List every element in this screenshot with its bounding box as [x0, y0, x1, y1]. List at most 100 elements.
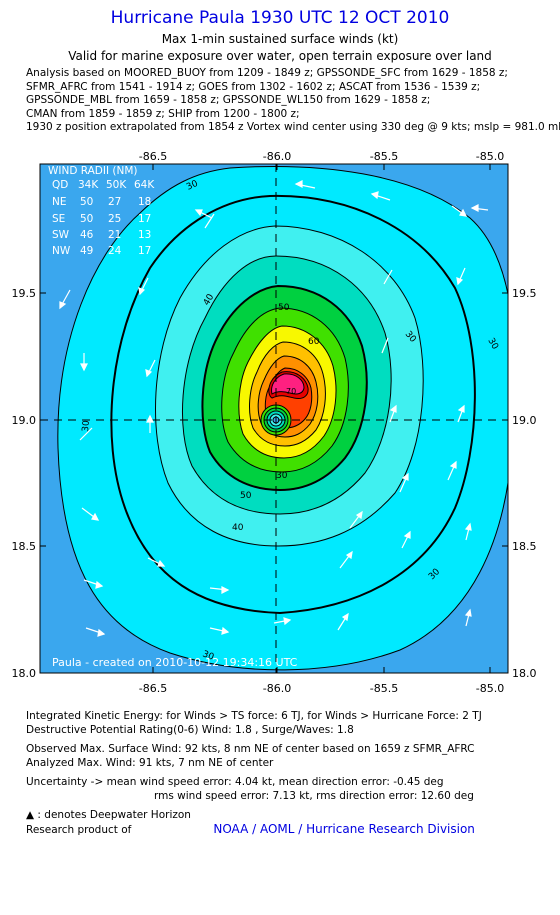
footer-info: Integrated Kinetic Energy: for Winds > T…	[26, 710, 482, 837]
wind-arrow	[447, 460, 457, 481]
dpr-line: Destructive Potential Rating(0-6) Wind: …	[26, 723, 354, 736]
deepwater-legend: ▲ : denotes Deepwater Horizon	[26, 809, 482, 823]
oil-rig-icon: ▲	[26, 809, 35, 821]
noaa-link[interactable]: NOAA / AOML / Hurricane Research Divisio…	[213, 821, 475, 836]
research-label: Research product of	[26, 823, 132, 836]
analysis-line: CMAN from 1859 - 1859 z; SHIP from 1200 …	[26, 107, 300, 120]
map-credit: Paula - created on 2010-10-12 19:34:16 U…	[52, 656, 298, 669]
wind-radii-header: 34K	[78, 179, 99, 191]
wind-arrow	[470, 204, 489, 212]
wind-vectors	[59, 180, 489, 637]
wind-arrow	[194, 209, 213, 219]
lon-tick-top: -86.5	[139, 150, 167, 163]
lat-tick-left: 19.0	[12, 414, 37, 427]
lon-tick-top: -86.0	[263, 150, 291, 163]
analysis-line: Analysis based on MOORED_BUOY from 1209 …	[26, 67, 508, 79]
analysis-line: SFMR_AFRC from 1541 - 1914 z; GOES from …	[26, 80, 481, 93]
wind-radii-cell: 50	[80, 196, 93, 208]
wind-arrow	[138, 277, 149, 296]
wind-arrow	[457, 404, 465, 423]
wind-arrow	[146, 414, 154, 433]
lat-tick-right: 18.0	[512, 667, 537, 680]
wind-arrow	[85, 627, 106, 637]
analysis-sources: Analysis based on MOORED_BUOY from 1209 …	[26, 67, 560, 135]
wind-arrow	[464, 608, 472, 627]
ike-line: Integrated Kinetic Energy: for Winds > T…	[26, 710, 482, 722]
lat-tick-right: 19.0	[512, 414, 537, 427]
wind-radii-cell: 50	[80, 213, 93, 225]
lat-tick-right: 18.5	[512, 540, 537, 553]
deepwater-label: : denotes Deepwater Horizon	[37, 809, 191, 821]
valid-for-note: Valid for marine exposure over water, op…	[68, 49, 492, 63]
wind-radii-header: QD	[52, 179, 68, 191]
wind-radii-cell: 17	[138, 213, 151, 225]
wind-radii-cell: SW	[52, 229, 70, 241]
lat-tick-left: 18.0	[12, 667, 37, 680]
wind-radii-header: 50K	[106, 179, 127, 191]
wind-arrow	[389, 404, 397, 423]
wind-arrow	[294, 180, 316, 189]
wind-arrow	[337, 612, 349, 631]
contour-label: 50	[240, 491, 252, 501]
wind-radii-cell: NE	[52, 196, 67, 208]
wind-arrow	[80, 353, 88, 372]
wind-radii-cell: 25	[108, 213, 121, 225]
uncertainty-line: Uncertainty -> mean wind speed error: 4.…	[26, 776, 444, 788]
analysis-line: GPSSONDE_MBL from 1659 - 1858 z; GPSSOND…	[26, 94, 431, 106]
wind-radii-table: WIND RADII (NM) QD 34K 50K 64K NE 50 27 …	[48, 165, 155, 257]
wind-arrow	[147, 557, 166, 567]
wind-map: -86.5 -86.0 -85.5 -85.0	[0, 148, 560, 698]
wind-arrow	[399, 472, 409, 493]
wind-arrow	[383, 269, 393, 285]
lon-tick-top: -85.0	[476, 150, 504, 163]
wind-arrow	[339, 550, 353, 569]
wind-arrow	[456, 267, 466, 286]
wind-arrow	[204, 213, 215, 229]
wind-arrow	[451, 205, 468, 217]
contour-label: 40	[232, 523, 244, 533]
lon-tick-bottom: -85.0	[476, 682, 504, 695]
wind-arrow	[209, 586, 230, 594]
observed-max-line: Observed Max. Surface Wind: 92 kts, 8 nm…	[26, 743, 475, 755]
analysis-line: 1930 z position extrapolated from 1854 z…	[26, 121, 560, 133]
wind-arrow	[145, 359, 156, 378]
wind-arrow	[81, 507, 100, 521]
uncertainty-line: rms wind speed error: 7.13 kt, rms direc…	[154, 789, 474, 802]
contour-label: 30	[81, 420, 92, 433]
contour-label: 70	[286, 387, 296, 396]
wind-radii-header: 64K	[134, 179, 155, 191]
wind-arrow	[401, 530, 411, 549]
map-frame	[39, 163, 509, 674]
contour-label: 30	[185, 179, 200, 193]
wind-radii-cell: 49	[80, 245, 93, 257]
wind-radii-title: WIND RADII (NM)	[48, 165, 138, 177]
lat-tick-right: 19.5	[512, 287, 537, 300]
wind-arrow	[59, 289, 71, 310]
research-line: Research product of NOAA / AOML / Hurrica…	[26, 821, 482, 838]
wind-arrow	[79, 427, 93, 441]
wind-radii-cell: 21	[108, 229, 121, 241]
subtitle: Max 1-min sustained surface winds (kt)	[161, 32, 399, 46]
wind-arrow	[273, 617, 292, 626]
wind-radii-cell: NW	[52, 245, 71, 257]
wind-radii-cell: 24	[108, 245, 122, 257]
wind-radii-cell: 46	[80, 229, 94, 241]
wind-arrow	[464, 522, 472, 541]
lon-tick-bottom: -86.5	[139, 682, 167, 695]
wind-arrow	[83, 579, 104, 589]
wind-map-svg: -86.5 -86.0 -85.5 -85.0	[12, 150, 537, 695]
lat-tick-left: 19.5	[12, 287, 37, 300]
tick-marks	[40, 164, 508, 674]
lat-tick-left: 18.5	[12, 540, 37, 553]
wind-radii-cell: 13	[138, 229, 151, 241]
contour-label: 60	[308, 337, 320, 347]
wind-arrow	[349, 510, 363, 529]
wind-arrow	[209, 626, 230, 635]
lon-tick-top: -85.5	[370, 150, 398, 163]
analyzed-max-line: Analyzed Max. Wind: 91 kts, 7 nm NE of c…	[26, 756, 274, 769]
lon-tick-bottom: -86.0	[263, 682, 291, 695]
wind-radii-cell: SE	[52, 213, 65, 225]
page-title: Hurricane Paula 1930 UTC 12 OCT 2010	[110, 8, 450, 28]
contour-label: 30	[276, 471, 288, 481]
wind-radii-cell: 18	[138, 196, 151, 208]
